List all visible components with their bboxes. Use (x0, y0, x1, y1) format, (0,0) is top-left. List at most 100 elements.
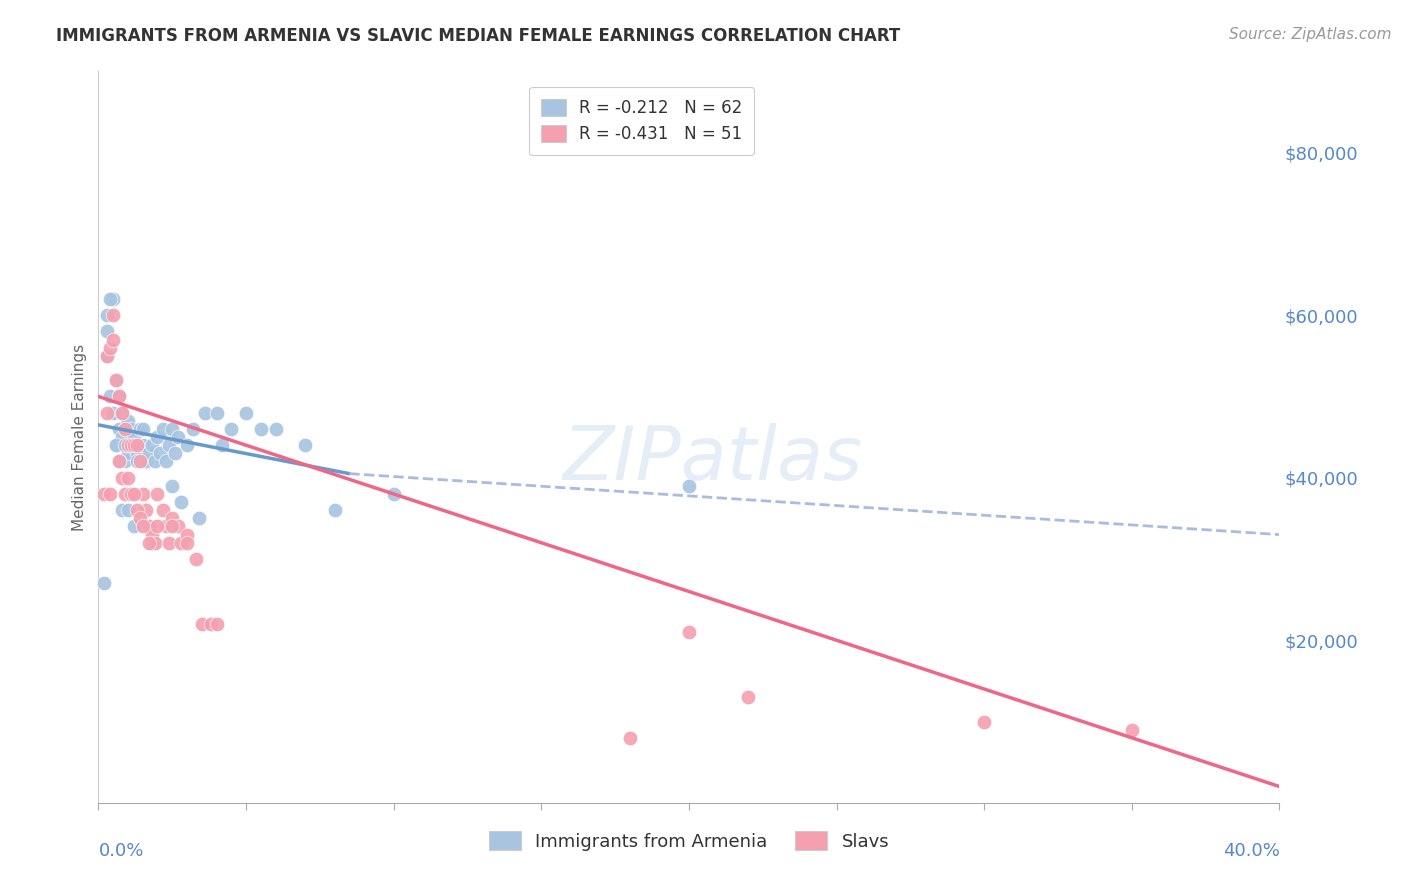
Point (294, 438, 316, 452)
Point (205, 406, 228, 420)
Point (117, 414, 139, 428)
Point (165, 446, 187, 460)
Point (111, 430, 134, 444)
Point (143, 535, 166, 549)
Point (157, 535, 180, 549)
Point (132, 438, 155, 452)
Point (98, 341, 121, 355)
Point (152, 422, 174, 436)
Point (120, 422, 142, 436)
Point (128, 454, 150, 468)
Text: 0.0%: 0.0% (98, 842, 143, 860)
Point (138, 519, 160, 533)
Point (138, 446, 160, 460)
Point (162, 511, 183, 525)
Point (619, 731, 641, 745)
Point (120, 487, 142, 501)
Text: 40.0%: 40.0% (1223, 842, 1279, 860)
Point (170, 535, 193, 549)
Point (103, 333, 125, 347)
Text: ZIPatlas: ZIPatlas (562, 423, 863, 495)
Point (96, 349, 118, 363)
Point (111, 503, 134, 517)
Point (125, 454, 148, 468)
Point (152, 503, 174, 517)
Point (128, 511, 150, 525)
Point (157, 438, 180, 452)
Point (108, 454, 131, 468)
Point (200, 617, 222, 632)
Point (155, 519, 177, 533)
Text: Source: ZipAtlas.com: Source: ZipAtlas.com (1229, 27, 1392, 42)
Point (103, 308, 125, 322)
Point (114, 438, 136, 452)
Point (162, 519, 183, 533)
Point (149, 446, 172, 460)
Point (122, 430, 145, 444)
Point (678, 625, 700, 640)
Point (135, 503, 157, 517)
Point (111, 406, 134, 420)
Point (162, 422, 183, 436)
Point (181, 422, 204, 436)
Point (191, 617, 214, 632)
Point (235, 406, 257, 420)
Point (162, 479, 183, 493)
Text: IMMIGRANTS FROM ARMENIA VS SLAVIC MEDIAN FEMALE EARNINGS CORRELATION CHART: IMMIGRANTS FROM ARMENIA VS SLAVIC MEDIAN… (56, 27, 900, 45)
Point (108, 389, 131, 403)
Point (108, 454, 131, 468)
Point (187, 511, 209, 525)
Point (737, 690, 759, 705)
Point (205, 617, 228, 632)
Point (141, 527, 163, 541)
Point (132, 519, 155, 533)
Point (132, 487, 155, 501)
Y-axis label: Median Female Earnings: Median Female Earnings (72, 343, 87, 531)
Point (678, 479, 700, 493)
Point (1121, 723, 1143, 737)
Point (141, 438, 163, 452)
Point (98, 292, 121, 306)
Point (382, 487, 405, 501)
Point (973, 714, 995, 729)
Point (184, 552, 207, 566)
Point (120, 438, 142, 452)
Point (250, 422, 273, 436)
Point (117, 446, 139, 460)
Point (120, 438, 142, 452)
Point (221, 422, 243, 436)
Point (122, 487, 145, 501)
Legend: Immigrants from Armenia, Slavs: Immigrants from Armenia, Slavs (479, 822, 898, 860)
Point (105, 373, 128, 387)
Point (125, 446, 148, 460)
Point (96, 349, 118, 363)
Point (176, 438, 198, 452)
Point (111, 471, 134, 485)
Point (105, 438, 128, 452)
Point (122, 438, 145, 452)
Point (135, 454, 157, 468)
Point (146, 487, 169, 501)
Point (98, 487, 121, 501)
Point (141, 535, 163, 549)
Point (108, 422, 131, 436)
Point (143, 454, 166, 468)
Point (117, 438, 139, 452)
Point (167, 519, 190, 533)
Point (114, 422, 136, 436)
Point (125, 503, 148, 517)
Point (264, 422, 287, 436)
Point (93, 576, 115, 591)
Point (105, 438, 128, 452)
Point (103, 292, 125, 306)
Point (146, 430, 169, 444)
Point (114, 454, 136, 468)
Point (211, 438, 233, 452)
Point (125, 438, 148, 452)
Point (108, 389, 131, 403)
Point (96, 325, 118, 339)
Point (114, 422, 136, 436)
Point (93, 487, 115, 501)
Point (98, 389, 121, 403)
Point (122, 519, 145, 533)
